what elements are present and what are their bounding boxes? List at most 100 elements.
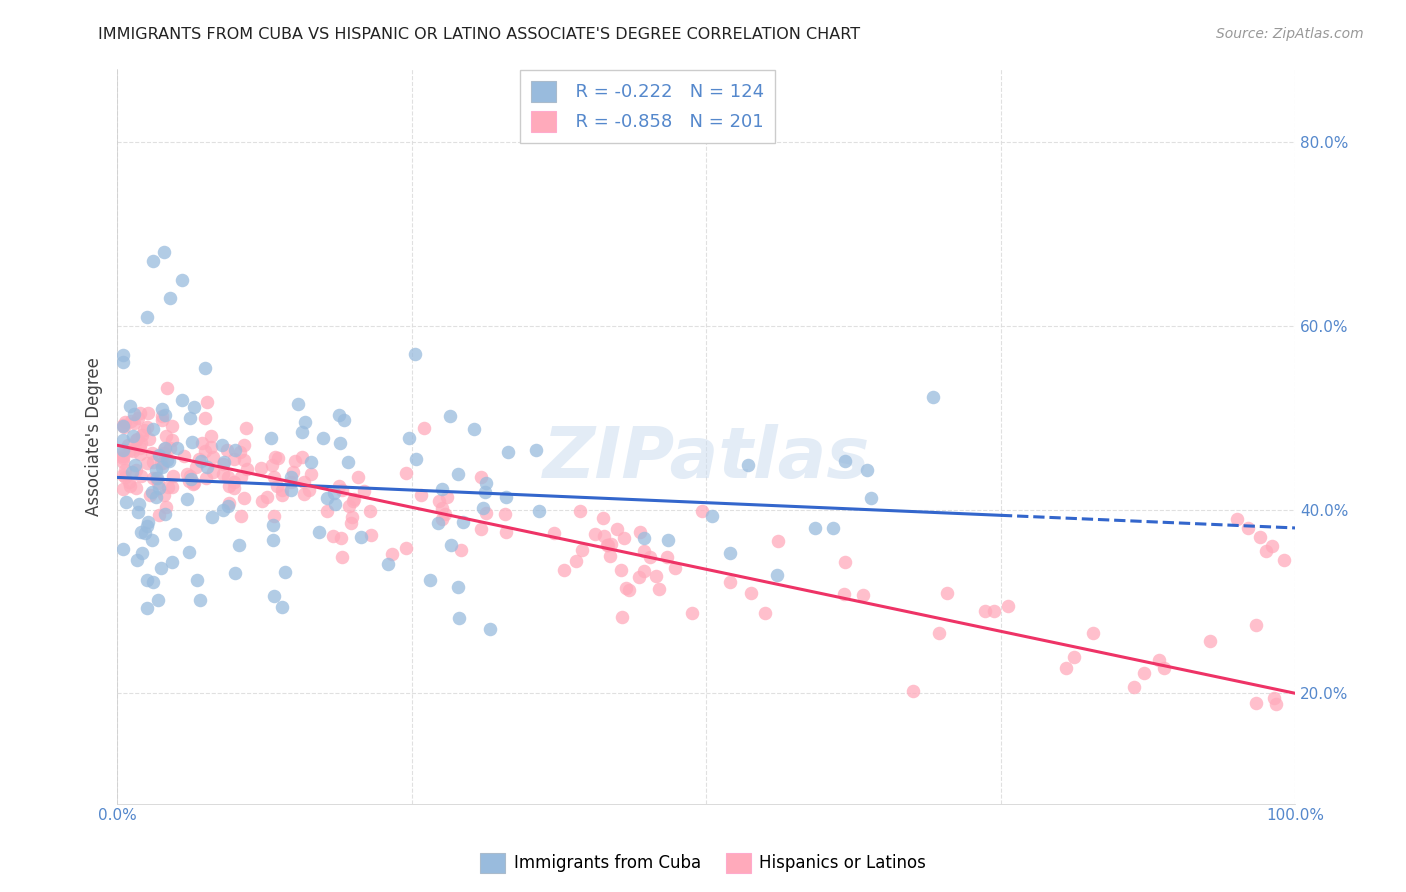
Point xyxy=(122,416,145,430)
Point xyxy=(142,455,165,469)
Point xyxy=(681,606,703,620)
Point xyxy=(148,448,170,462)
Point xyxy=(322,529,344,543)
Point xyxy=(135,310,157,324)
Point xyxy=(633,531,655,545)
Point xyxy=(173,449,195,463)
Point xyxy=(145,490,167,504)
Point xyxy=(599,537,621,551)
Point xyxy=(1147,652,1170,666)
Point xyxy=(141,533,163,548)
Point xyxy=(153,245,176,260)
Point xyxy=(146,593,169,607)
Point xyxy=(156,452,179,467)
Point xyxy=(439,409,461,424)
Point xyxy=(214,455,236,469)
Text: Source: ZipAtlas.com: Source: ZipAtlas.com xyxy=(1216,27,1364,41)
Point xyxy=(935,586,957,600)
Point xyxy=(440,538,463,552)
Point xyxy=(112,443,135,458)
Point xyxy=(150,413,173,427)
Point xyxy=(211,503,233,517)
Point xyxy=(648,582,671,596)
Point xyxy=(1254,544,1277,558)
Point xyxy=(804,521,827,535)
Point xyxy=(263,589,285,603)
Point xyxy=(159,441,181,455)
Point xyxy=(136,600,159,615)
Point xyxy=(260,431,283,445)
Point xyxy=(153,408,176,422)
Point xyxy=(153,488,176,502)
Point xyxy=(983,604,1005,618)
Point xyxy=(153,446,176,460)
Point xyxy=(427,516,450,530)
Point xyxy=(195,395,218,409)
Point xyxy=(617,582,640,597)
Point xyxy=(121,443,143,458)
Point xyxy=(112,449,135,463)
Point xyxy=(432,482,454,496)
Point xyxy=(718,546,741,560)
Point xyxy=(252,494,274,508)
Point xyxy=(1225,512,1247,526)
Point xyxy=(657,550,679,565)
Point xyxy=(1054,661,1077,675)
Point xyxy=(150,409,173,423)
Point xyxy=(262,517,284,532)
Point xyxy=(224,566,246,580)
Point xyxy=(922,390,945,404)
Point xyxy=(231,470,253,484)
Point xyxy=(323,485,346,500)
Point xyxy=(142,422,165,436)
Point xyxy=(280,483,302,497)
Point xyxy=(409,488,432,502)
Point xyxy=(191,436,214,450)
Point xyxy=(614,581,637,595)
Point xyxy=(186,459,208,474)
Point xyxy=(901,684,924,698)
Point xyxy=(447,611,470,625)
Point xyxy=(329,436,352,450)
Point xyxy=(138,432,160,446)
Point xyxy=(627,570,650,584)
Point xyxy=(224,442,246,457)
Point xyxy=(112,348,135,362)
Point xyxy=(162,468,184,483)
Point xyxy=(201,465,224,479)
Point xyxy=(859,491,882,505)
Point xyxy=(142,574,165,589)
Point xyxy=(141,484,163,499)
Point xyxy=(232,453,254,467)
Point xyxy=(474,484,496,499)
Point xyxy=(299,467,322,482)
Point xyxy=(583,527,606,541)
Point xyxy=(832,587,855,601)
Point xyxy=(145,463,167,477)
Point xyxy=(165,527,187,541)
Point xyxy=(494,507,516,521)
Point xyxy=(194,444,217,458)
Point xyxy=(291,450,314,464)
Point xyxy=(328,409,350,423)
Point xyxy=(740,586,762,600)
Point xyxy=(156,480,179,494)
Point xyxy=(201,509,224,524)
Point xyxy=(280,475,302,489)
Point xyxy=(610,610,633,624)
Point xyxy=(217,470,239,484)
Point xyxy=(179,411,201,425)
Point xyxy=(118,479,141,493)
Point xyxy=(1122,681,1144,695)
Point xyxy=(928,626,950,640)
Point xyxy=(222,481,245,495)
Point xyxy=(150,460,173,475)
Point xyxy=(228,445,250,459)
Point xyxy=(1063,649,1085,664)
Text: IMMIGRANTS FROM CUBA VS HISPANIC OR LATINO ASSOCIATE'S DEGREE CORRELATION CHART: IMMIGRANTS FROM CUBA VS HISPANIC OR LATI… xyxy=(98,27,860,42)
Point xyxy=(152,456,174,470)
Point xyxy=(121,429,143,443)
Point xyxy=(136,574,159,588)
Point xyxy=(342,494,364,508)
Point xyxy=(495,524,517,539)
